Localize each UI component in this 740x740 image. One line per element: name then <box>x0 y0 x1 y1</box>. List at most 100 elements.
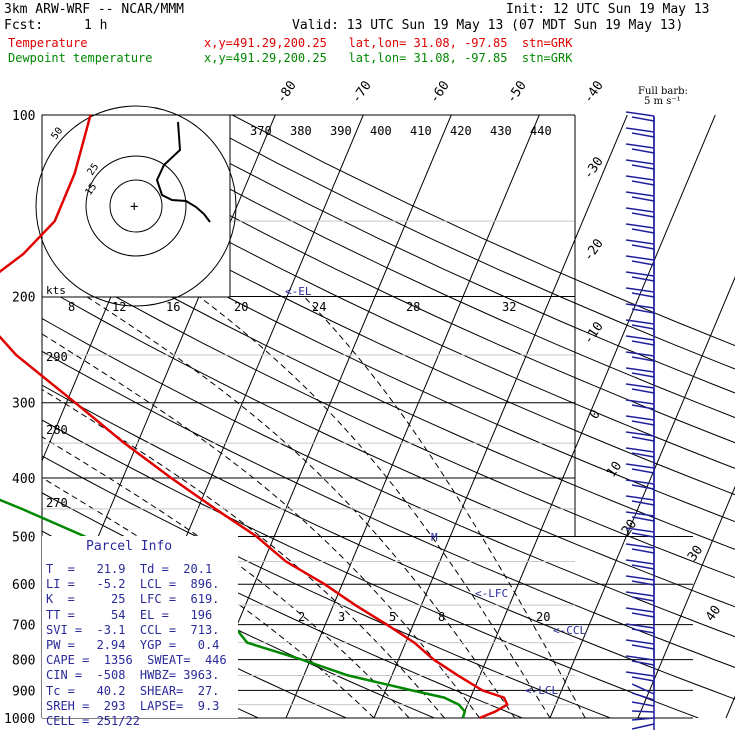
pressure-tick-label: 200 <box>12 291 35 306</box>
temperature-tick-label: 0 <box>587 407 604 422</box>
wind-barb <box>631 148 655 154</box>
wind-barb <box>625 399 655 405</box>
parcel-info-title: Parcel Info <box>86 539 173 554</box>
wind-barb <box>625 559 655 565</box>
wind-barb <box>625 511 655 517</box>
wind-barb <box>631 196 655 202</box>
pressure-tick-label: 300 <box>12 397 35 412</box>
wind-barb <box>625 415 655 421</box>
wind-barb <box>625 527 655 533</box>
mixing-ratio-label: 28 <box>406 300 420 314</box>
theta-label: 400 <box>370 124 392 138</box>
moist-adiabat <box>198 296 551 718</box>
isotherm <box>461 115 716 718</box>
parcel-info-line: CAPE = 1356 SWEAT= 446 <box>46 653 227 668</box>
melting-level-marker: M <box>431 531 438 544</box>
temperature-tick-label: 30 <box>685 543 706 564</box>
wind-barb <box>631 356 655 362</box>
wind-barb <box>625 159 655 165</box>
wind-barb-low <box>631 683 655 695</box>
wind-barb-low <box>631 710 655 713</box>
wind-barb <box>631 436 655 442</box>
el-marker: <-EL <box>285 285 312 298</box>
wind-barb-low <box>631 723 655 730</box>
wind-barb <box>625 639 655 645</box>
parcel-info-line: PW = 2.94 YGP = 0.4 <box>46 638 220 653</box>
isotherm <box>373 115 628 718</box>
parcel-info-line: CELL = 251/22 <box>46 714 140 729</box>
isotherm <box>0 115 11 718</box>
temperature-tick-label: -60 <box>427 78 453 106</box>
wind-barb <box>631 164 655 170</box>
wind-barb <box>625 463 655 469</box>
wind-barb <box>631 628 655 634</box>
wind-barb <box>631 116 655 122</box>
wind-barb <box>625 575 655 581</box>
wind-barb <box>631 468 655 474</box>
forecast-hour: 1 h <box>84 18 108 33</box>
mixing-ratio-label: 16 <box>166 300 180 314</box>
theta-label: 280 <box>46 423 68 437</box>
parcel-info-line: Tc = 40.2 SHEAR= 27. <box>46 683 220 698</box>
wind-barb <box>631 580 655 586</box>
wind-barb <box>631 548 655 554</box>
wind-barb <box>625 655 655 661</box>
temperature-tick-label: -50 <box>504 78 530 106</box>
mixing-ratio-label: 20 <box>536 610 550 624</box>
model-title: 3km ARW-WRF -- NCAR/MMM <box>4 2 185 17</box>
hodograph-units: kts <box>46 284 66 297</box>
temperature-tick-label: -30 <box>581 154 607 182</box>
theta-label: 420 <box>450 124 472 138</box>
parcel-info-line: SVI = -3.1 CCL = 713. <box>46 622 220 637</box>
wind-barb <box>625 447 655 453</box>
dry-adiabat <box>95 115 735 419</box>
wind-barb <box>625 367 655 373</box>
wind-barb <box>631 260 655 266</box>
lcl-marker: <-LCL <box>525 684 558 697</box>
hodograph-ring <box>35 105 237 307</box>
wind-barb <box>631 660 655 666</box>
pressure-tick-label: 600 <box>12 578 35 593</box>
wind-barb <box>631 308 655 314</box>
theta-label: 380 <box>290 124 312 138</box>
wind-barb <box>631 180 655 186</box>
parcel-info-line: T = 21.9 Td = 20.1 <box>46 562 213 576</box>
temperature-tick-label: 10 <box>604 459 625 480</box>
pressure-tick-label: 400 <box>12 472 35 487</box>
wind-barb <box>625 543 655 549</box>
theta-label: 270 <box>46 496 68 510</box>
wind-barb <box>625 335 655 341</box>
hodograph-ring <box>109 179 163 233</box>
pressure-tick-label: 800 <box>12 654 35 669</box>
mixing-ratio-label: 32 <box>502 300 516 314</box>
dewpoint-location: x,y=491.29,200.25 lat,lon= 31.08, -97.85… <box>204 51 573 65</box>
temperature-location: x,y=491.29,200.25 lat,lon= 31.08, -97.85… <box>204 36 573 50</box>
temperature-tick-label: 40 <box>703 603 724 624</box>
mixing-ratio-label: 2 <box>298 610 305 624</box>
mixing-ratio-label: 20 <box>234 300 248 314</box>
wind-barb-low <box>631 692 655 701</box>
wind-barb <box>631 276 655 282</box>
wind-barb <box>631 212 655 218</box>
parcel-info-line: K = 25 LFC = 619. <box>46 592 220 607</box>
forecast-label: Fcst: <box>4 18 44 33</box>
mixing-ratio-label: 5 <box>389 610 396 624</box>
temperature-tick-label: -10 <box>581 319 607 347</box>
pressure-tick-label: 100 <box>12 109 35 124</box>
pressure-tick-label: 500 <box>12 530 35 545</box>
wind-barb <box>625 303 655 309</box>
parcel-info-line: TT = 54 EL = 196 <box>46 607 213 622</box>
wind-barb <box>631 228 655 234</box>
wind-barb <box>631 388 655 394</box>
wind-barb <box>625 607 655 613</box>
parcel-info-line: SREH = 293 LAPSE= 9.3 <box>46 698 220 713</box>
wind-barb <box>631 596 655 602</box>
wind-barb <box>625 143 655 149</box>
wind-barb <box>631 676 655 682</box>
wind-barb <box>631 644 655 650</box>
temperature-tick-label: -40 <box>581 78 607 106</box>
wind-barb <box>625 207 655 213</box>
temperature-tick-label: -70 <box>349 78 375 106</box>
wind-barb <box>631 420 655 426</box>
